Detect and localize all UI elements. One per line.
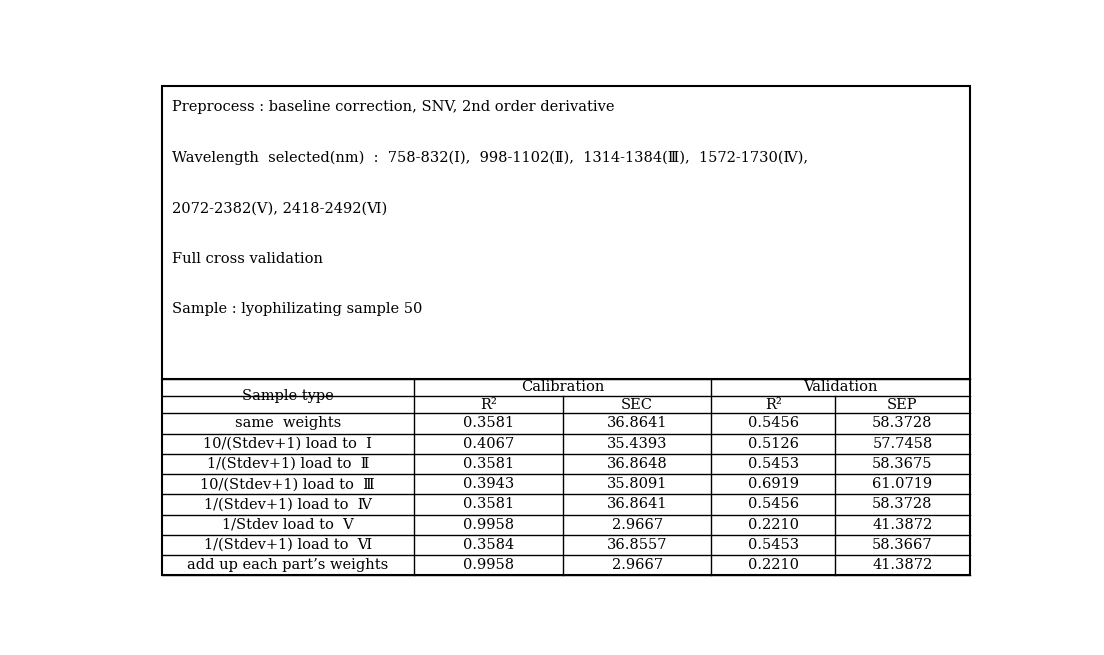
Text: add up each part’s weights: add up each part’s weights [187,558,389,572]
Text: Wavelength  selected(nm)  :  758-832(Ⅰ),  998-1102(Ⅱ),  1314-1384(Ⅲ),  1572-1730: Wavelength selected(nm) : 758-832(Ⅰ), 99… [172,151,808,165]
Text: 0.5456: 0.5456 [747,417,799,430]
Text: SEP: SEP [888,398,917,411]
Text: 58.3728: 58.3728 [872,498,933,512]
Text: 0.2210: 0.2210 [747,558,799,572]
Text: 41.3872: 41.3872 [872,558,933,572]
Text: 0.3581: 0.3581 [463,417,514,430]
Text: 1/Stdev load to  Ⅴ: 1/Stdev load to Ⅴ [222,517,353,532]
Text: 0.4067: 0.4067 [463,437,514,451]
Text: Sample : lyophilizating sample 50: Sample : lyophilizating sample 50 [172,302,423,316]
Text: same  weights: same weights [235,417,341,430]
Text: Sample type: Sample type [242,389,333,403]
Text: R²: R² [765,398,782,411]
Text: 35.8091: 35.8091 [607,477,668,491]
Text: 41.3872: 41.3872 [872,517,933,532]
Text: 0.3581: 0.3581 [463,498,514,512]
Text: 0.3584: 0.3584 [463,538,514,552]
Text: 58.3675: 58.3675 [872,457,933,471]
Text: R²: R² [480,398,497,411]
Text: 2.9667: 2.9667 [612,558,662,572]
Text: 10/(Stdev+1) load to  Ⅲ: 10/(Stdev+1) load to Ⅲ [201,477,375,491]
Text: 0.3943: 0.3943 [463,477,514,491]
Text: 0.9958: 0.9958 [463,558,514,572]
Text: 0.2210: 0.2210 [747,517,799,532]
Text: 0.5456: 0.5456 [747,498,799,512]
Text: 0.6919: 0.6919 [747,477,799,491]
Text: 0.5453: 0.5453 [747,538,799,552]
Text: Calibration: Calibration [521,381,604,394]
Text: SEC: SEC [622,398,654,411]
Text: 0.3581: 0.3581 [463,457,514,471]
Text: 57.7458: 57.7458 [872,437,933,451]
Text: 1/(Stdev+1) load to  Ⅱ: 1/(Stdev+1) load to Ⅱ [206,457,369,471]
Text: Full cross validation: Full cross validation [172,252,323,265]
Text: 10/(Stdev+1) load to  Ⅰ: 10/(Stdev+1) load to Ⅰ [203,437,372,451]
Text: 36.8641: 36.8641 [607,498,668,512]
Text: 61.0719: 61.0719 [872,477,933,491]
Text: Validation: Validation [804,381,878,394]
Text: 2.9667: 2.9667 [612,517,662,532]
Text: 0.9958: 0.9958 [463,517,514,532]
Text: 58.3667: 58.3667 [872,538,933,552]
Text: 0.5126: 0.5126 [747,437,799,451]
Text: 1/(Stdev+1) load to  Ⅵ: 1/(Stdev+1) load to Ⅵ [203,538,372,552]
Text: 1/(Stdev+1) load to  Ⅳ: 1/(Stdev+1) load to Ⅳ [204,498,372,512]
Text: 35.4393: 35.4393 [607,437,668,451]
Text: 58.3728: 58.3728 [872,417,933,430]
Text: Preprocess : baseline correction, SNV, 2nd order derivative: Preprocess : baseline correction, SNV, 2… [172,100,615,114]
Text: 0.5453: 0.5453 [747,457,799,471]
Text: 36.8648: 36.8648 [607,457,668,471]
Text: 36.8641: 36.8641 [607,417,668,430]
Text: 2072-2382(Ⅴ), 2418-2492(Ⅵ): 2072-2382(Ⅴ), 2418-2492(Ⅵ) [172,201,388,215]
Text: 36.8557: 36.8557 [607,538,668,552]
